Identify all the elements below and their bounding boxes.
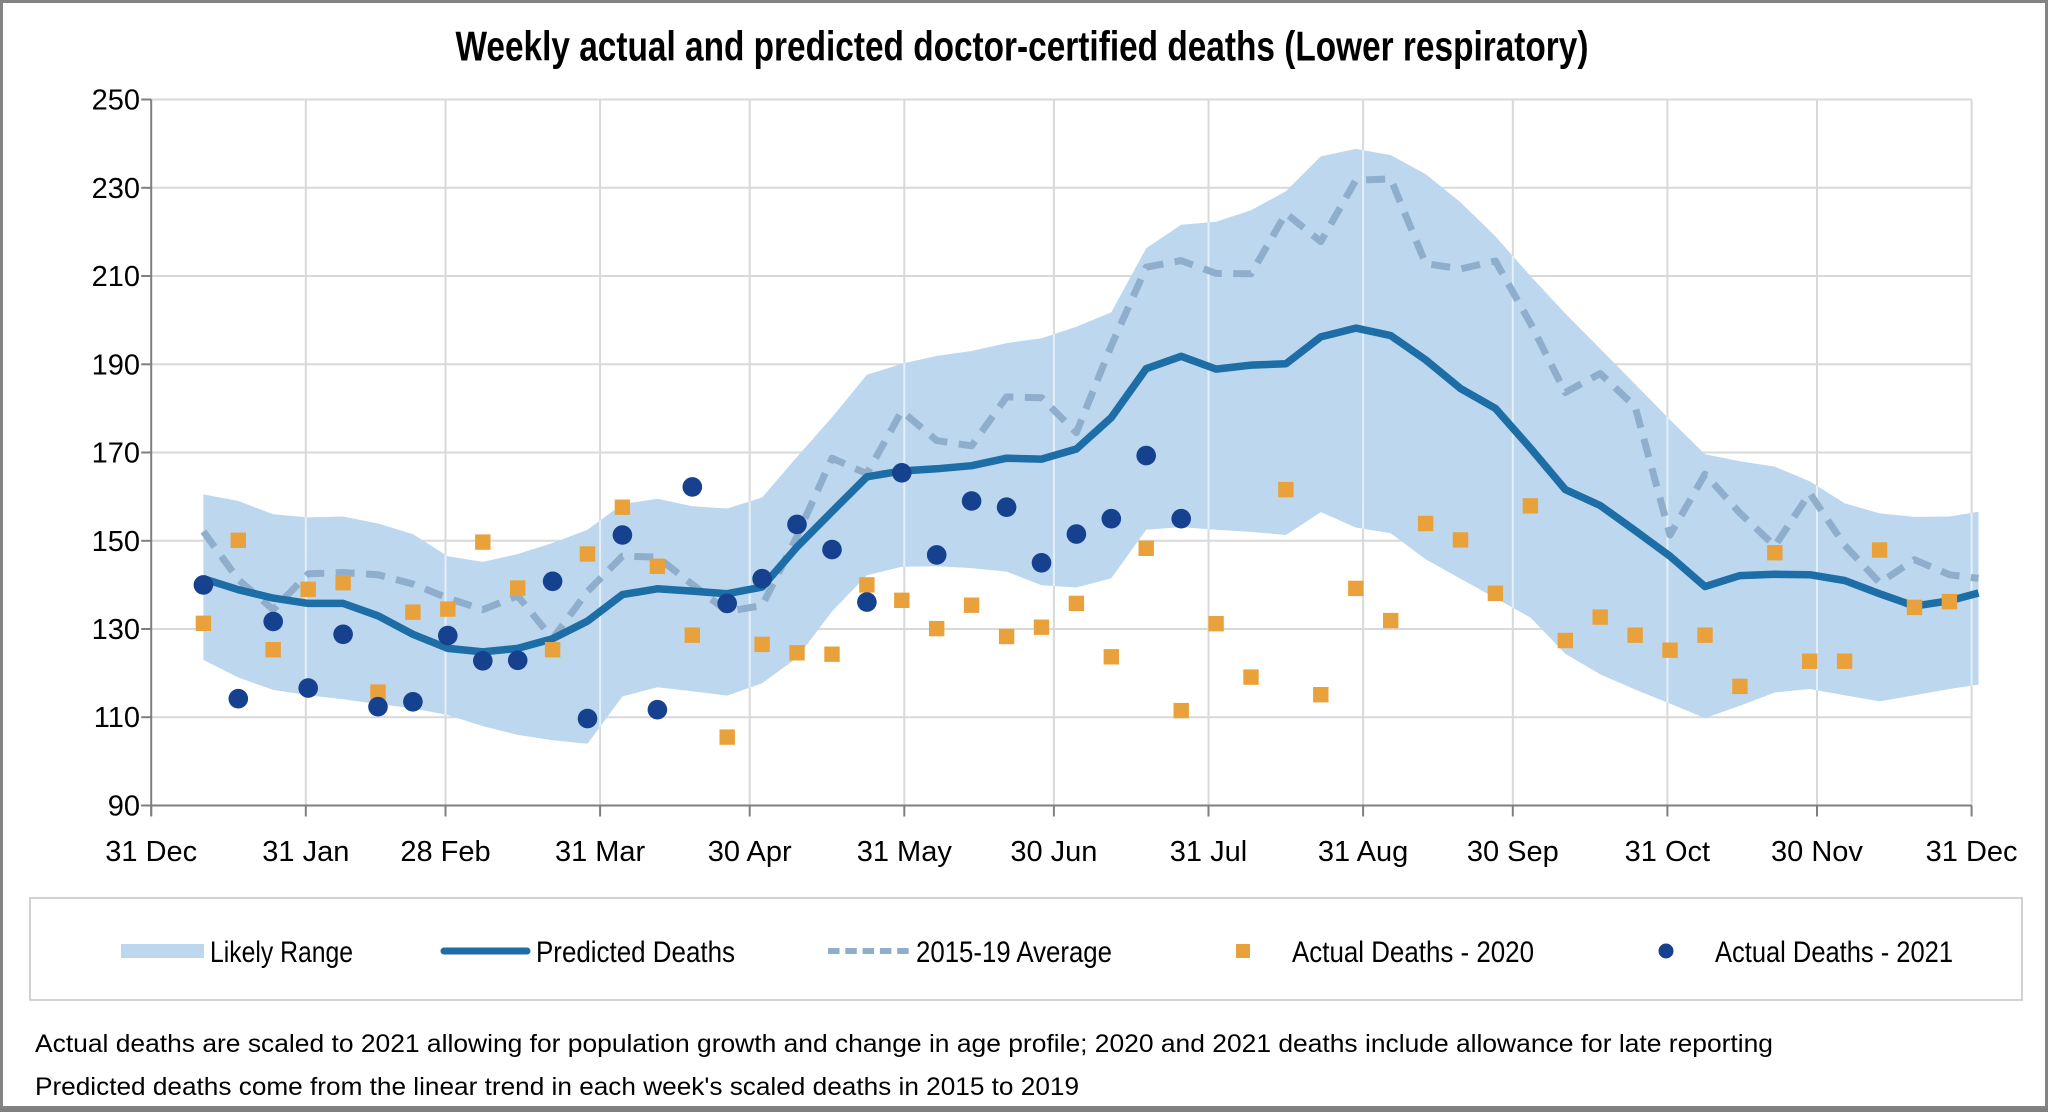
svg-text:30 Nov: 30 Nov bbox=[1771, 836, 1863, 868]
svg-text:Predicted Deaths: Predicted Deaths bbox=[536, 936, 735, 969]
svg-text:Actual Deaths - 2020: Actual Deaths - 2020 bbox=[1292, 936, 1534, 969]
svg-text:210: 210 bbox=[92, 261, 140, 293]
svg-text:30 Sep: 30 Sep bbox=[1467, 836, 1559, 868]
svg-text:31 May: 31 May bbox=[857, 836, 953, 868]
svg-text:230: 230 bbox=[92, 173, 140, 205]
svg-text:250: 250 bbox=[92, 85, 140, 117]
svg-text:30 Jun: 30 Jun bbox=[1010, 836, 1097, 868]
svg-text:150: 150 bbox=[92, 526, 140, 558]
svg-text:31 Aug: 31 Aug bbox=[1318, 836, 1408, 868]
svg-text:31 Oct: 31 Oct bbox=[1625, 836, 1710, 868]
svg-text:31 Jan: 31 Jan bbox=[262, 836, 349, 868]
svg-text:28 Feb: 28 Feb bbox=[400, 836, 490, 868]
svg-text:30 Apr: 30 Apr bbox=[708, 836, 792, 868]
svg-text:130: 130 bbox=[92, 614, 140, 646]
svg-text:Weekly actual and predicted do: Weekly actual and predicted doctor-certi… bbox=[456, 23, 1589, 70]
svg-text:31 Jul: 31 Jul bbox=[1170, 836, 1247, 868]
svg-text:170: 170 bbox=[92, 438, 140, 470]
svg-text:31 Dec: 31 Dec bbox=[105, 836, 197, 868]
svg-text:90: 90 bbox=[108, 791, 140, 823]
svg-text:Likely Range: Likely Range bbox=[210, 936, 353, 969]
svg-text:190: 190 bbox=[92, 349, 140, 381]
svg-text:31 Mar: 31 Mar bbox=[555, 836, 646, 868]
svg-text:2015-19 Average: 2015-19 Average bbox=[916, 936, 1112, 969]
svg-text:110: 110 bbox=[94, 702, 140, 734]
svg-text:Actual deaths are scaled to 20: Actual deaths are scaled to 2021 allowin… bbox=[35, 1030, 1773, 1058]
svg-text:Actual Deaths - 2021: Actual Deaths - 2021 bbox=[1715, 936, 1953, 969]
svg-text:Predicted deaths come from the: Predicted deaths come from the linear tr… bbox=[35, 1073, 1079, 1101]
svg-text:31 Dec: 31 Dec bbox=[1926, 836, 2018, 868]
